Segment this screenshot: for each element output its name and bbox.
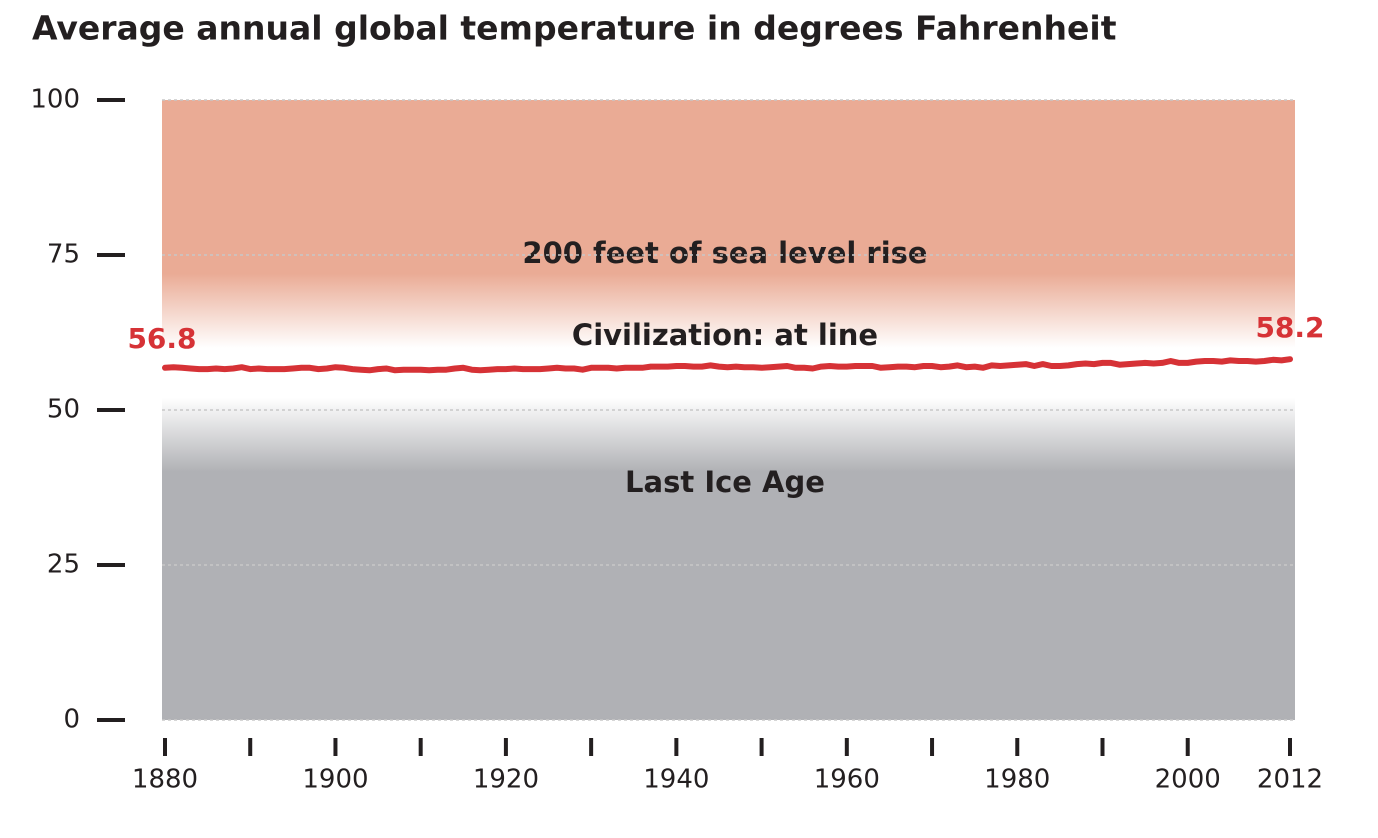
x-tick-label: 1960 [814,765,880,795]
value-label: 56.8 [127,322,196,355]
x-tick-label: 1920 [473,765,539,795]
chart-title: Average annual global temperature in deg… [32,9,1117,48]
x-tick-label: 1880 [132,765,198,795]
y-tick-label: 50 [47,395,80,425]
x-tick-label: 2012 [1257,765,1323,795]
x-tick-label: 1980 [984,765,1050,795]
y-tick-label: 25 [47,550,80,580]
band-label: Civilization: at line [572,318,878,352]
x-tick-label: 1900 [302,765,368,795]
x-tick-label: 1940 [643,765,709,795]
line [162,356,1293,374]
band-label: 200 feet of sea level rise [522,236,927,270]
band-label: Last Ice Age [625,465,825,499]
y-tick-label: 100 [30,85,80,115]
value-label: 58.2 [1255,311,1324,344]
y-tick-label: 0 [63,705,80,735]
x-tick-label: 2000 [1155,765,1221,795]
y-tick-label: 75 [47,240,80,270]
